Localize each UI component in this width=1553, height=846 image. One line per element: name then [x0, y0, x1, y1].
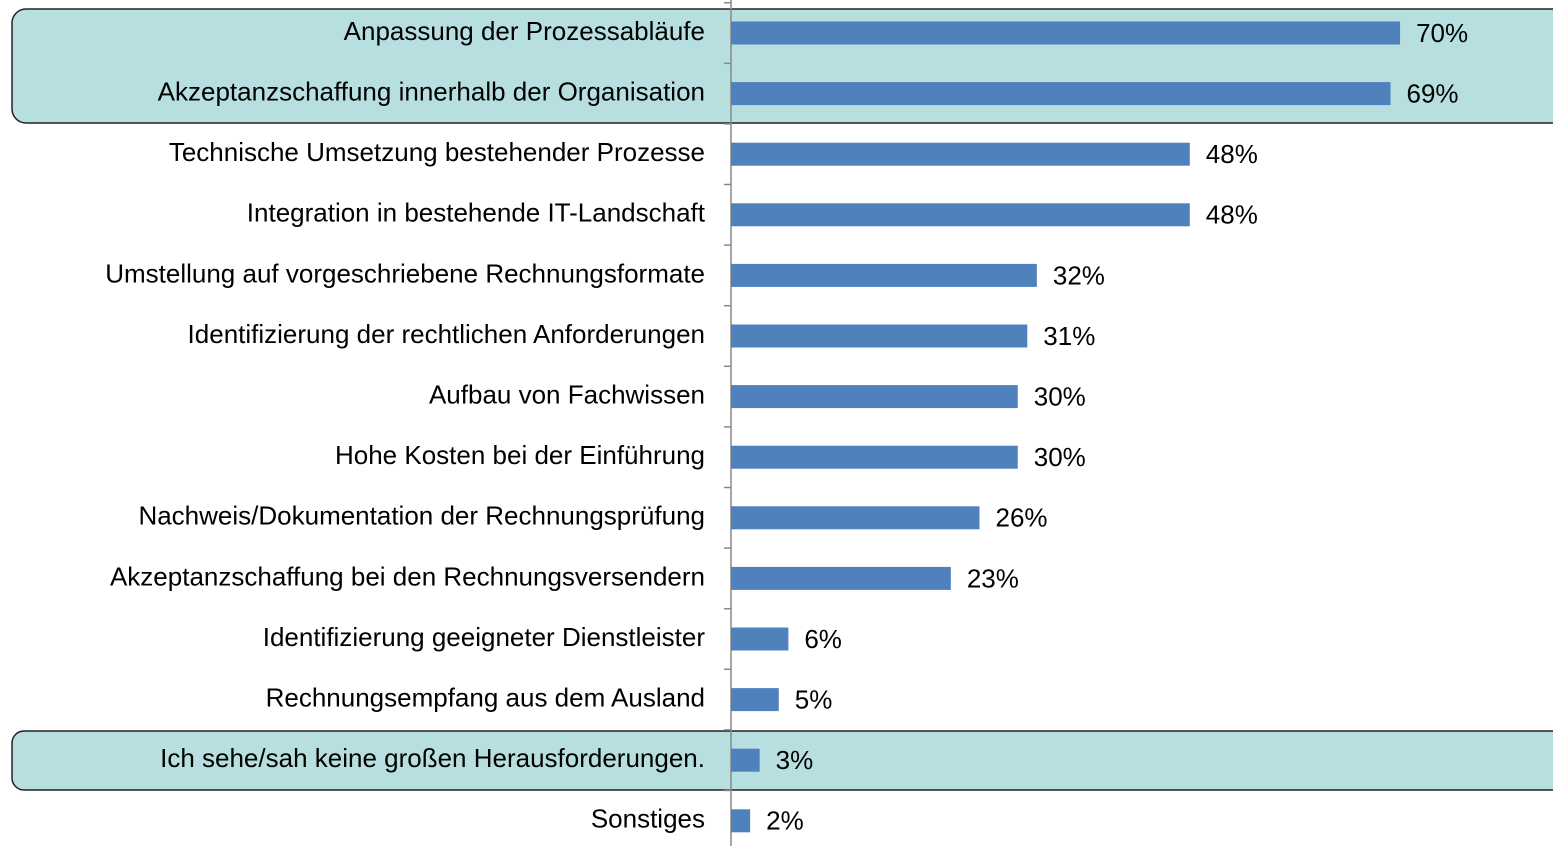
- category-label: Anpassung der Prozessabläufe: [344, 16, 705, 46]
- category-label: Nachweis/Dokumentation der Rechnungsprüf…: [138, 501, 705, 531]
- category-label: Technische Umsetzung bestehender Prozess…: [169, 137, 705, 167]
- category-label: Aufbau von Fachwissen: [429, 379, 705, 409]
- bar: [731, 566, 951, 590]
- category-label: Identifizierung geeigneter Dienstleister: [263, 622, 706, 652]
- category-label: Akzeptanzschaffung bei den Rechnungsvers…: [110, 561, 705, 591]
- value-label: 5%: [795, 684, 833, 714]
- bar: [731, 445, 1018, 469]
- category-label: Umstellung auf vorgeschriebene Rechnungs…: [105, 258, 705, 288]
- bar: [731, 809, 751, 833]
- bar: [731, 324, 1028, 348]
- value-label: 2%: [766, 806, 804, 836]
- value-label: 48%: [1206, 139, 1258, 169]
- value-label: 30%: [1034, 381, 1086, 411]
- bar: [731, 506, 980, 530]
- bar: [731, 203, 1190, 227]
- value-label: 26%: [996, 503, 1048, 533]
- category-label: Hohe Kosten bei der Einführung: [335, 440, 705, 470]
- value-label: 3%: [776, 745, 814, 775]
- value-label: 6%: [804, 624, 842, 654]
- bar: [731, 263, 1037, 287]
- bar: [731, 688, 779, 712]
- bar: [731, 21, 1401, 45]
- value-label: 32%: [1053, 260, 1105, 290]
- bar: [731, 627, 789, 651]
- highlight-box: [11, 730, 1553, 791]
- bar: [731, 82, 1391, 106]
- value-label: 48%: [1206, 200, 1258, 230]
- category-label: Rechnungsempfang aus dem Ausland: [266, 682, 705, 712]
- value-label: 70%: [1416, 18, 1468, 48]
- bar: [731, 142, 1190, 166]
- bar: [731, 385, 1018, 409]
- category-label: Sonstiges: [591, 804, 705, 834]
- value-label: 30%: [1034, 442, 1086, 472]
- category-label: Integration in bestehende IT-Landschaft: [247, 198, 706, 228]
- category-label: Ich sehe/sah keine großen Herausforderun…: [160, 743, 705, 773]
- value-label: 69%: [1407, 78, 1459, 108]
- category-label: Akzeptanzschaffung innerhalb der Organis…: [158, 76, 705, 106]
- value-label: 31%: [1043, 321, 1095, 351]
- category-label: Identifizierung der rechtlichen Anforder…: [188, 319, 705, 349]
- value-label: 23%: [967, 563, 1019, 593]
- bar: [731, 748, 760, 772]
